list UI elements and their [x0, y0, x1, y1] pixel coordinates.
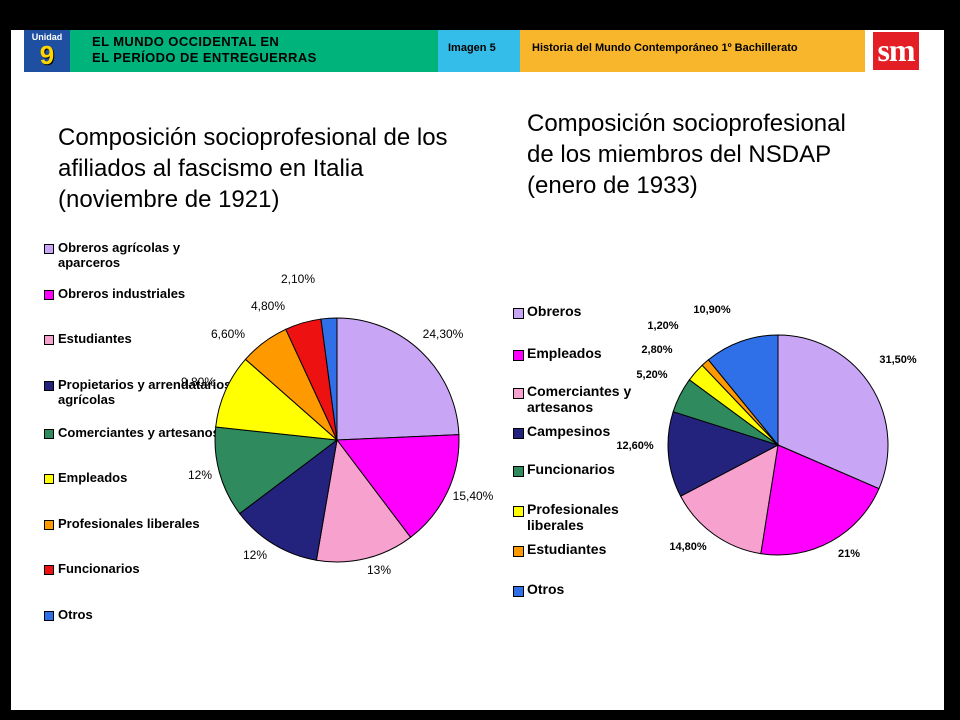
legend-label: Profesionales liberales — [527, 501, 619, 533]
course-label: Historia del Mundo Contemporáneo 1º Bach… — [520, 30, 865, 72]
unit-badge: Unidad 9 — [24, 30, 70, 72]
pie-slice-nsdap-7 — [707, 334, 779, 447]
legend-label: Empleados — [58, 470, 128, 485]
legend-label: Estudiantes — [58, 331, 132, 346]
unit-label: Unidad — [31, 32, 63, 42]
pie-slice-nsdap-2 — [679, 444, 779, 555]
pie-slice-italy-3 — [238, 438, 338, 561]
pie-slice-nsdap-0 — [777, 334, 889, 490]
chart-title-italy-line-3: (noviembre de 1921) — [58, 186, 280, 213]
slice-label-nsdap-2: 14,80% — [669, 541, 707, 553]
legend-swatch — [513, 350, 524, 361]
legend-label: Funcionarios — [527, 461, 615, 477]
pie-slice-italy-4 — [214, 426, 339, 515]
legend-label: Obreros agrícolas y aparceros — [58, 240, 181, 270]
unit-title-line-1: EL MUNDO OCCIDENTAL EN — [92, 34, 280, 49]
pie-slice-nsdap-1 — [760, 444, 880, 556]
slice-label-italy-7: 4,80% — [251, 299, 285, 313]
slice-label-italy-2: 13% — [367, 563, 391, 577]
legend-swatch — [513, 506, 524, 517]
chart-title-nsdap-line-3: (enero de 1933) — [527, 172, 698, 199]
pie-slice-nsdap-3 — [667, 411, 780, 497]
legend-swatch — [513, 546, 524, 557]
pie-slice-italy-0 — [336, 317, 460, 441]
chart-title-nsdap: Composición socioprofesional de los miem… — [527, 108, 907, 201]
chart-title-nsdap-line-2: de los miembros del NSDAP — [527, 141, 832, 168]
slide-header: Unidad 9 EL MUNDO OCCIDENTAL EN EL PERÍO… — [24, 30, 927, 72]
slice-label-italy-4: 12% — [188, 468, 212, 482]
slice-label-italy-5: 9,80% — [181, 375, 215, 389]
slice-label-italy-6: 6,60% — [211, 327, 245, 341]
legend-label: Funcionarios — [58, 561, 140, 576]
legend-label: Empleados — [527, 345, 602, 361]
slice-label-nsdap-5: 2,80% — [641, 344, 672, 356]
legend-label: Comerciantes y artesanos — [527, 383, 632, 415]
legend-swatch — [44, 381, 54, 391]
slice-label-nsdap-1: 21% — [838, 548, 860, 560]
pie-slice-italy-1 — [336, 434, 460, 539]
slice-label-italy-0: 24,30% — [423, 327, 464, 341]
legend-label: Profesionales liberales — [58, 516, 200, 531]
legend-swatch — [44, 565, 54, 575]
legend-label: Campesinos — [527, 423, 611, 439]
chart-title-italy-line-1: Composición socioprofesional de los — [58, 124, 448, 151]
chart-title-italy-line-2: afiliados al fascismo en Italia — [58, 155, 364, 182]
unit-title-line-2: EL PERÍODO DE ENTREGUERRAS — [92, 50, 317, 65]
pie-slice-italy-5 — [215, 358, 339, 441]
legend-label: Otros — [527, 581, 565, 597]
legend-label: Obreros — [527, 303, 582, 319]
pie-slice-italy-8 — [320, 317, 338, 441]
pie-slice-italy-2 — [315, 438, 412, 563]
chart-title-nsdap-line-1: Composición socioprofesional — [527, 110, 846, 137]
legend-swatch — [513, 388, 524, 399]
slice-label-italy-1: 15,40% — [453, 489, 494, 503]
legend-label: Propietarios y arrendatarios agrícolas — [58, 377, 232, 407]
sm-logo-icon: sm — [873, 32, 919, 70]
legend-swatch — [513, 428, 524, 439]
slice-label-nsdap-0: 31,50% — [879, 354, 917, 366]
legend-swatch — [44, 520, 54, 530]
slice-label-italy-8: 2,10% — [281, 272, 315, 286]
legend-label: Estudiantes — [527, 541, 607, 557]
slice-label-nsdap-6: 1,20% — [647, 320, 678, 332]
legend-label: Comerciantes y artesanos — [58, 425, 220, 440]
legend-swatch — [44, 244, 54, 254]
image-label: Imagen 5 — [438, 30, 520, 72]
legend-label: Obreros industriales — [58, 286, 186, 301]
legend-swatch — [44, 611, 54, 621]
slice-label-nsdap-4: 5,20% — [636, 369, 667, 381]
legend-swatch — [44, 474, 54, 484]
publisher-logo: sm — [865, 30, 927, 72]
unit-number: 9 — [39, 40, 55, 70]
legend-swatch — [44, 429, 54, 439]
legend-swatch — [44, 335, 54, 345]
chart-title-italy: Composición socioprofesional de los afil… — [58, 122, 498, 215]
legend-label: Otros — [58, 607, 93, 622]
legend-swatch — [513, 308, 524, 319]
slice-label-italy-3: 12% — [243, 548, 267, 562]
unit-title: EL MUNDO OCCIDENTAL EN EL PERÍODO DE ENT… — [70, 30, 438, 72]
slice-label-nsdap-7: 10,90% — [693, 304, 731, 316]
legend-swatch — [513, 586, 524, 597]
legend-swatch — [44, 290, 54, 300]
slice-label-nsdap-3: 12,60% — [616, 440, 654, 452]
legend-swatch — [513, 466, 524, 477]
